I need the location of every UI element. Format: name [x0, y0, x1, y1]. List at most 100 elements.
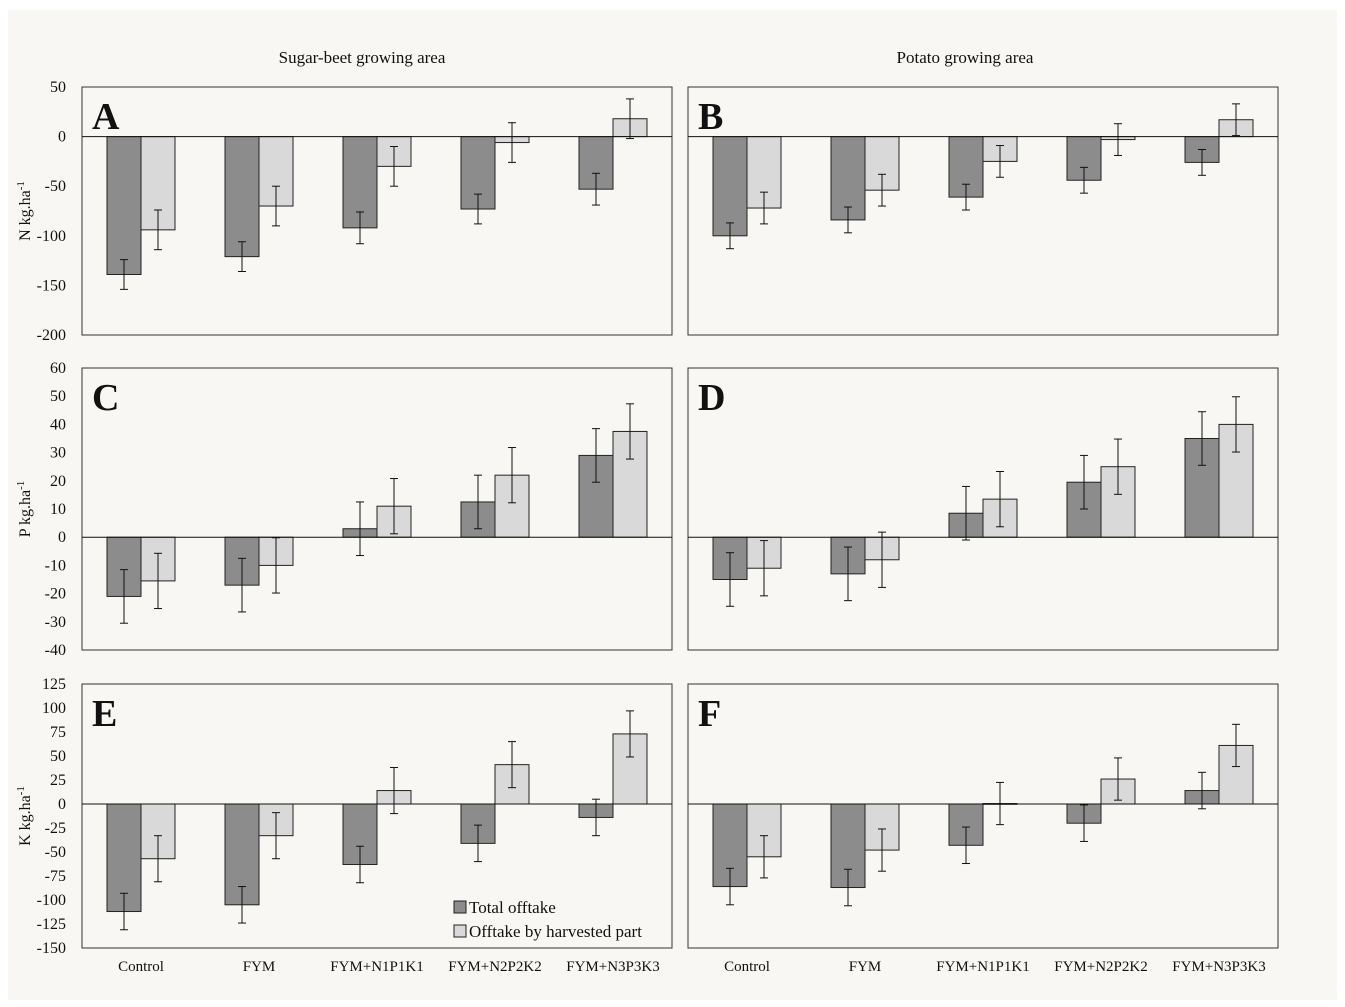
y-tick-label: -25 — [45, 820, 66, 837]
error-bar — [1114, 438, 1122, 495]
error-bar — [962, 826, 970, 865]
error-bar — [726, 867, 734, 906]
y-tick-label: 0 — [58, 796, 66, 813]
bar-total-fym — [224, 136, 260, 258]
error-bar — [592, 798, 600, 837]
error-bar — [760, 540, 768, 597]
error-bar — [626, 403, 634, 460]
y-tick-label: -100 — [37, 228, 66, 245]
panel-letter: C — [92, 377, 119, 419]
error-bar — [272, 537, 280, 594]
column-title-sugar-beet: Sugar-beet growing area — [279, 48, 446, 67]
y-axis-label: K kg.ha-1 — [15, 786, 34, 846]
category-label: FYM — [243, 959, 276, 975]
y-tick-label: -10 — [45, 557, 66, 574]
error-bar — [474, 474, 482, 530]
error-bar — [1232, 103, 1240, 137]
error-bar — [844, 868, 852, 907]
y-tick-label: -50 — [45, 178, 66, 195]
error-bar — [626, 98, 634, 140]
panel-letter: E — [92, 693, 117, 735]
error-bar — [726, 552, 734, 607]
y-tick-label: -200 — [37, 327, 66, 344]
error-bar — [760, 835, 768, 879]
bar-total-control — [712, 136, 748, 237]
error-bar — [154, 209, 162, 251]
y-tick-label: 50 — [50, 748, 66, 765]
error-bar — [120, 569, 128, 624]
error-bar — [1198, 148, 1206, 176]
error-bar — [996, 470, 1004, 528]
error-bar — [238, 886, 246, 924]
error-bar — [120, 892, 128, 931]
y-tick-label: -30 — [45, 614, 66, 631]
error-bar — [474, 824, 482, 863]
category-label: Control — [118, 959, 164, 975]
y-tick-label: -150 — [37, 940, 66, 957]
error-bar — [356, 211, 364, 245]
y-tick-label: -100 — [37, 892, 66, 909]
y-tick-label: 0 — [58, 529, 66, 546]
error-bar — [962, 485, 970, 541]
error-bar — [356, 845, 364, 884]
panel-a: 50 0 -50 -100 -150 -200 N kg.ha-1 A — [15, 79, 673, 344]
error-bar — [760, 191, 768, 225]
category-label: FYM+N1P1K1 — [330, 959, 423, 975]
y-tick-label: 20 — [50, 473, 66, 490]
legend-swatch-harvested-part — [453, 924, 467, 938]
y-tick-label: 100 — [42, 700, 66, 717]
bar-total-fym — [830, 803, 866, 889]
bar-total-fym — [830, 136, 866, 221]
error-bar — [508, 741, 516, 789]
error-bar — [1114, 757, 1122, 801]
panel-letter: B — [698, 96, 723, 138]
bar-total-fym-n3p3k3 — [578, 136, 614, 190]
y-tick-label: 125 — [42, 676, 66, 693]
error-bar — [390, 478, 398, 535]
error-bar — [1080, 454, 1088, 510]
category-label: FYM — [849, 959, 882, 975]
error-bar — [844, 546, 852, 602]
error-bar — [120, 259, 128, 290]
category-label: FYM+N2P2K2 — [448, 959, 541, 975]
y-tick-label: -75 — [45, 868, 66, 885]
y-axis-label: N kg.ha-1 — [15, 181, 34, 241]
category-label: FYM+N3P3K3 — [1172, 959, 1265, 975]
error-bar — [474, 193, 482, 225]
error-bar — [390, 146, 398, 187]
y-tick-label: -40 — [45, 642, 66, 659]
error-bar — [844, 206, 852, 234]
category-label: FYM+N1P1K1 — [936, 959, 1029, 975]
error-bar — [390, 767, 398, 815]
panel-b: B — [687, 86, 1279, 336]
error-bar — [1080, 804, 1088, 842]
panel-d: D — [687, 367, 1279, 651]
plot-frame — [687, 86, 1279, 336]
column-title-potato: Potato growing area — [897, 48, 1034, 67]
error-bar — [1080, 166, 1088, 194]
error-bar — [508, 122, 516, 163]
panel-letter: D — [698, 377, 725, 419]
error-bar — [996, 145, 1004, 178]
panel-c: 60 50 40 30 20 10 0 -10 -20 -30 -40 P kg.ha-1 C — [15, 360, 673, 659]
error-bar — [1198, 771, 1206, 810]
error-bar — [726, 222, 734, 250]
legend-label-harvested-part: Offtake by harvested part — [469, 922, 642, 941]
error-bar — [356, 501, 364, 557]
error-bar — [878, 531, 886, 588]
error-bar — [154, 552, 162, 610]
panel-e: 125 100 75 50 25 0 -25 -50 -75 -100 -125 -150 K kg.h… — [15, 676, 673, 975]
error-bar — [272, 185, 280, 227]
bar-total-control — [106, 136, 142, 275]
error-bar — [1232, 723, 1240, 768]
legend-label-total-offtake: Total offtake — [469, 898, 556, 917]
category-label: Control — [724, 959, 770, 975]
error-bar — [272, 812, 280, 860]
y-tick-label: 10 — [50, 501, 66, 518]
y-tick-label: -50 — [45, 844, 66, 861]
y-tick-label: -20 — [45, 586, 66, 603]
error-bar — [1198, 411, 1206, 466]
y-tick-label: 25 — [50, 772, 66, 789]
